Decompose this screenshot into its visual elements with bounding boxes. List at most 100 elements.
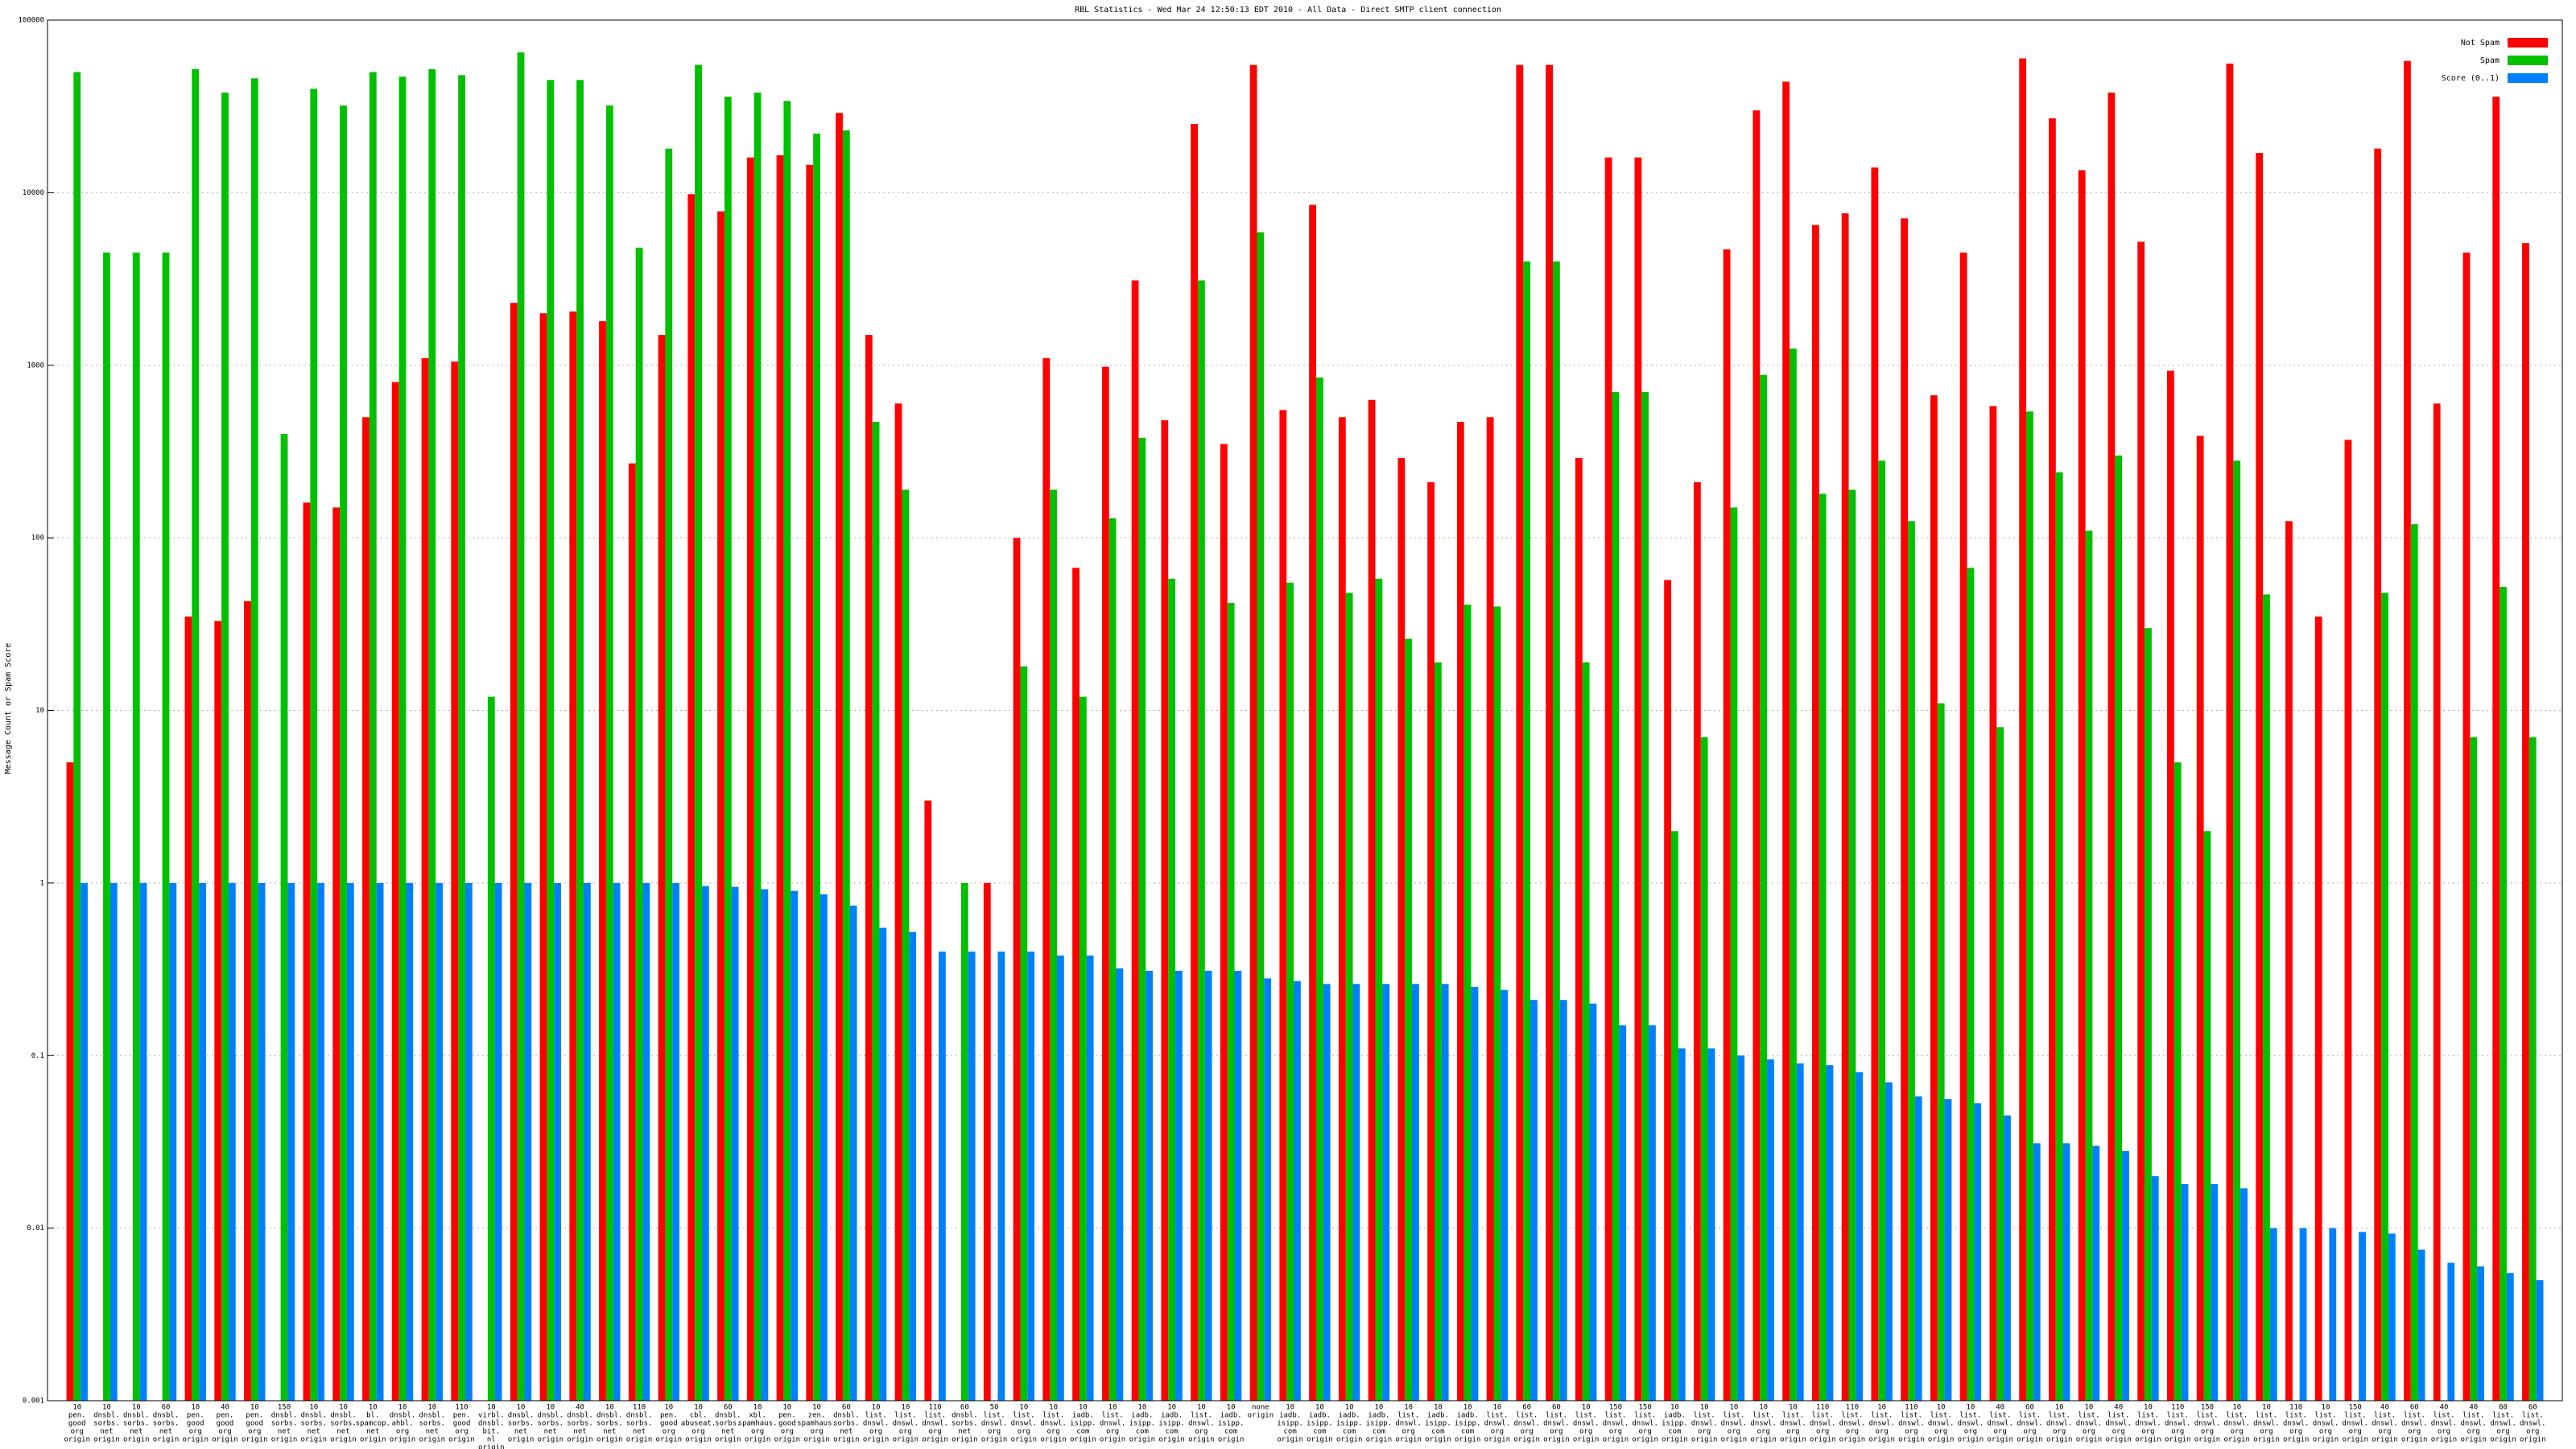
x-tick-label: origin <box>419 1436 446 1444</box>
x-tick-label: 10 <box>753 1404 762 1412</box>
x-tick-label: 10 <box>1227 1404 1236 1412</box>
x-tick-label: dnswl. <box>893 1420 919 1428</box>
x-tick-label: net <box>336 1428 349 1436</box>
x-tick-label: dnswl. <box>1691 1420 1718 1428</box>
x-tick-label: abuseat. <box>681 1420 716 1428</box>
x-tick-label: org <box>2438 1428 2450 1436</box>
bar <box>731 886 739 1401</box>
bar <box>2211 1183 2219 1401</box>
bar <box>1323 984 1331 1401</box>
x-tick-label: dnswl. <box>1513 1420 1540 1428</box>
bar <box>1161 420 1169 1401</box>
x-tick-label: origin <box>2017 1436 2043 1444</box>
x-tick-label: good <box>660 1420 678 1428</box>
x-tick-label: net <box>721 1428 734 1436</box>
x-tick-label: iadb. <box>1368 1412 1389 1420</box>
bar <box>879 927 887 1401</box>
bar <box>1530 1000 1538 1401</box>
x-tick-label: list. <box>2019 1412 2041 1420</box>
bar <box>1553 261 1560 1402</box>
x-tick-label: origin <box>1218 1436 1245 1444</box>
x-tick-label: 60 <box>1522 1404 1531 1412</box>
x-tick-label: origin <box>448 1436 475 1444</box>
x-tick-label: 60 <box>2529 1404 2537 1412</box>
x-tick-label: org <box>1786 1428 1799 1436</box>
x-tick-label: 110 <box>1905 1404 1918 1412</box>
bar <box>865 335 873 1401</box>
bar <box>695 64 702 1401</box>
bar <box>1848 489 1856 1401</box>
x-tick-label: origin <box>745 1436 771 1444</box>
bar <box>701 886 709 1401</box>
x-tick-label: 10 <box>1789 1404 1798 1412</box>
bar <box>539 313 547 1402</box>
x-tick-label: isipp. <box>1277 1420 1303 1428</box>
bar <box>1027 952 1035 1401</box>
x-tick-label: origin <box>803 1436 830 1444</box>
bar <box>1737 1055 1745 1401</box>
bar <box>1294 980 1301 1401</box>
bar <box>1885 1082 1893 1401</box>
x-tick-label: net <box>278 1428 291 1436</box>
bar <box>2137 242 2145 1401</box>
x-tick-label: list. <box>2256 1412 2277 1420</box>
x-tick-label: 10 <box>1759 1404 1768 1412</box>
bar <box>1108 518 1117 1401</box>
x-tick-label: 10 <box>812 1404 821 1412</box>
x-tick-label: origin <box>774 1436 801 1444</box>
x-tick-label: good <box>187 1420 204 1428</box>
x-tick-label: 110 <box>1846 1404 1859 1412</box>
bar <box>1664 580 1672 1401</box>
bar <box>1752 110 1761 1401</box>
x-tick-label: origin <box>715 1436 741 1444</box>
x-tick-label: org <box>2467 1428 2480 1436</box>
x-tick-label: sorbs. <box>626 1420 653 1428</box>
bar <box>376 882 384 1401</box>
x-tick-label: org <box>1728 1428 1740 1436</box>
x-tick-label: dnsbl. <box>538 1412 564 1420</box>
x-tick-label: list. <box>1042 1412 1064 1420</box>
x-tick-label: origin <box>626 1436 653 1444</box>
x-tick-label: org <box>1521 1428 1534 1436</box>
bar <box>2115 455 2123 1402</box>
x-tick-label: com <box>1313 1428 1326 1436</box>
bar <box>1493 606 1501 1401</box>
x-tick-label: list. <box>2404 1412 2425 1420</box>
x-tick-label: isipp. <box>1662 1420 1688 1428</box>
bar <box>1264 978 1272 1401</box>
x-tick-label: origin <box>93 1436 120 1444</box>
x-tick-label: dnswl. <box>1543 1420 1570 1428</box>
bar <box>2256 152 2264 1401</box>
bar <box>1678 1048 1686 1401</box>
bar <box>1619 1025 1627 1401</box>
x-tick-label: list. <box>1930 1412 1952 1420</box>
bar <box>1901 218 1909 1402</box>
x-tick-label: dnsbl. <box>153 1412 180 1420</box>
bar <box>139 882 147 1401</box>
bar <box>1974 1103 1982 1401</box>
bar <box>2388 1233 2396 1401</box>
bar <box>2417 1249 2425 1401</box>
x-tick-label: dnsbl. <box>93 1412 120 1420</box>
x-tick-label: origin <box>1573 1436 1600 1444</box>
x-tick-label: list. <box>1102 1412 1124 1420</box>
bar <box>2203 831 2211 1401</box>
x-tick-label: origin <box>2372 1436 2398 1444</box>
bar <box>658 335 666 1401</box>
x-tick-label: origin <box>1928 1436 1955 1444</box>
bar <box>1575 457 1583 1401</box>
x-tick-label: 10 <box>2232 1404 2241 1412</box>
bar <box>1707 1048 1715 1401</box>
x-tick-label: origin <box>1336 1436 1363 1444</box>
bar <box>2145 628 2152 1401</box>
bar <box>2522 243 2529 1401</box>
x-tick-label: 10 <box>1700 1404 1709 1412</box>
x-tick-label: origin <box>153 1436 180 1444</box>
x-tick-label: net <box>514 1428 527 1436</box>
legend-swatch <box>2508 38 2548 47</box>
x-tick-label: 10 <box>72 1404 81 1412</box>
x-tick-label: nl <box>487 1436 496 1444</box>
chart-title: RBL Statistics - Wed Mar 24 12:50:13 EDT… <box>1075 6 1501 14</box>
x-tick-label: dnswl. <box>922 1420 948 1428</box>
x-tick-label: 10 <box>487 1404 496 1412</box>
